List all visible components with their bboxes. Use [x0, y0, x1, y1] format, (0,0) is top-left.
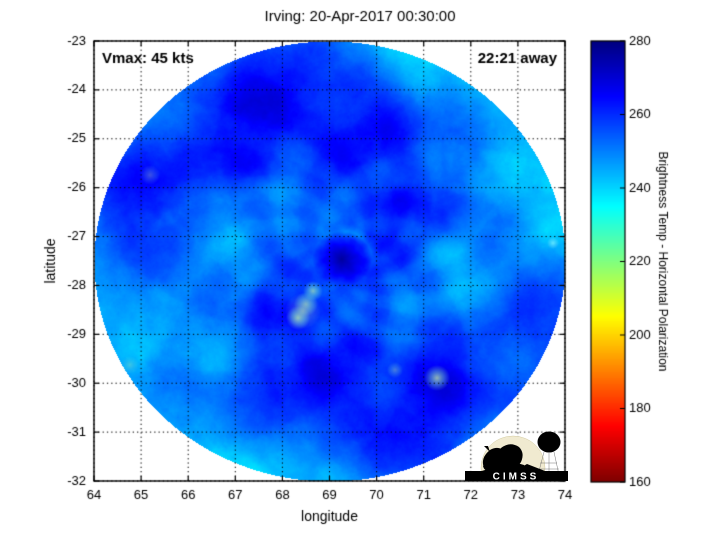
svg-text:CIMSS: CIMSS [493, 472, 540, 482]
